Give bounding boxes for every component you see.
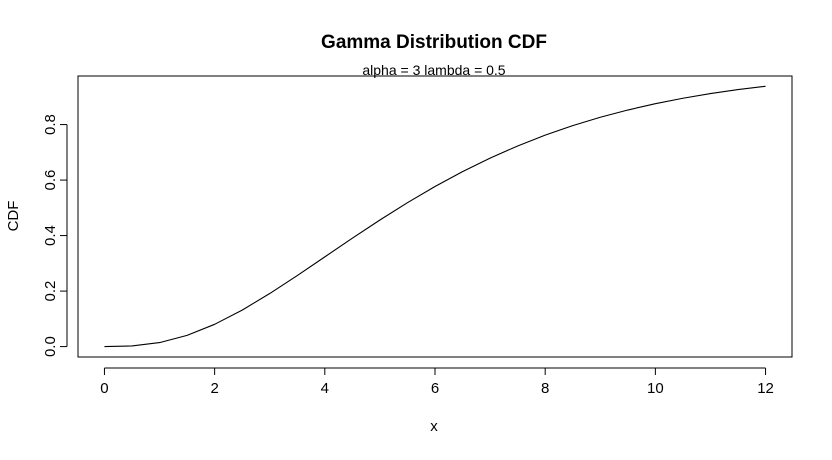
x-tick-label: 10 [647,380,664,397]
x-tick-label: 4 [321,380,329,397]
y-tick-label: 0.2 [42,281,59,302]
y-axis: 0.0 0.2 0.4 0.6 0.8 [42,114,68,357]
plot-frame [77,75,793,358]
x-tick-label: 0 [100,380,108,397]
cdf-line [104,85,766,348]
y-axis-label: CDF [5,201,22,232]
chart-subtitle: alpha = 3 lambda = 0.5 [362,62,505,78]
y-tick-label: 0.8 [42,114,59,135]
x-axis-label: x [430,418,438,435]
x-tick-label: 12 [757,380,774,397]
y-tick-label: 0.6 [42,170,59,191]
y-tick-label: 0.0 [42,336,59,357]
chart-title: Gamma Distribution CDF [321,32,547,53]
x-tick-label: 2 [210,380,218,397]
series-layer [104,85,766,348]
x-tick-label: 8 [541,380,549,397]
x-tick-label: 6 [431,380,439,397]
x-axis: 0 2 4 6 8 10 12 [100,367,774,397]
y-tick-label: 0.4 [42,225,59,246]
